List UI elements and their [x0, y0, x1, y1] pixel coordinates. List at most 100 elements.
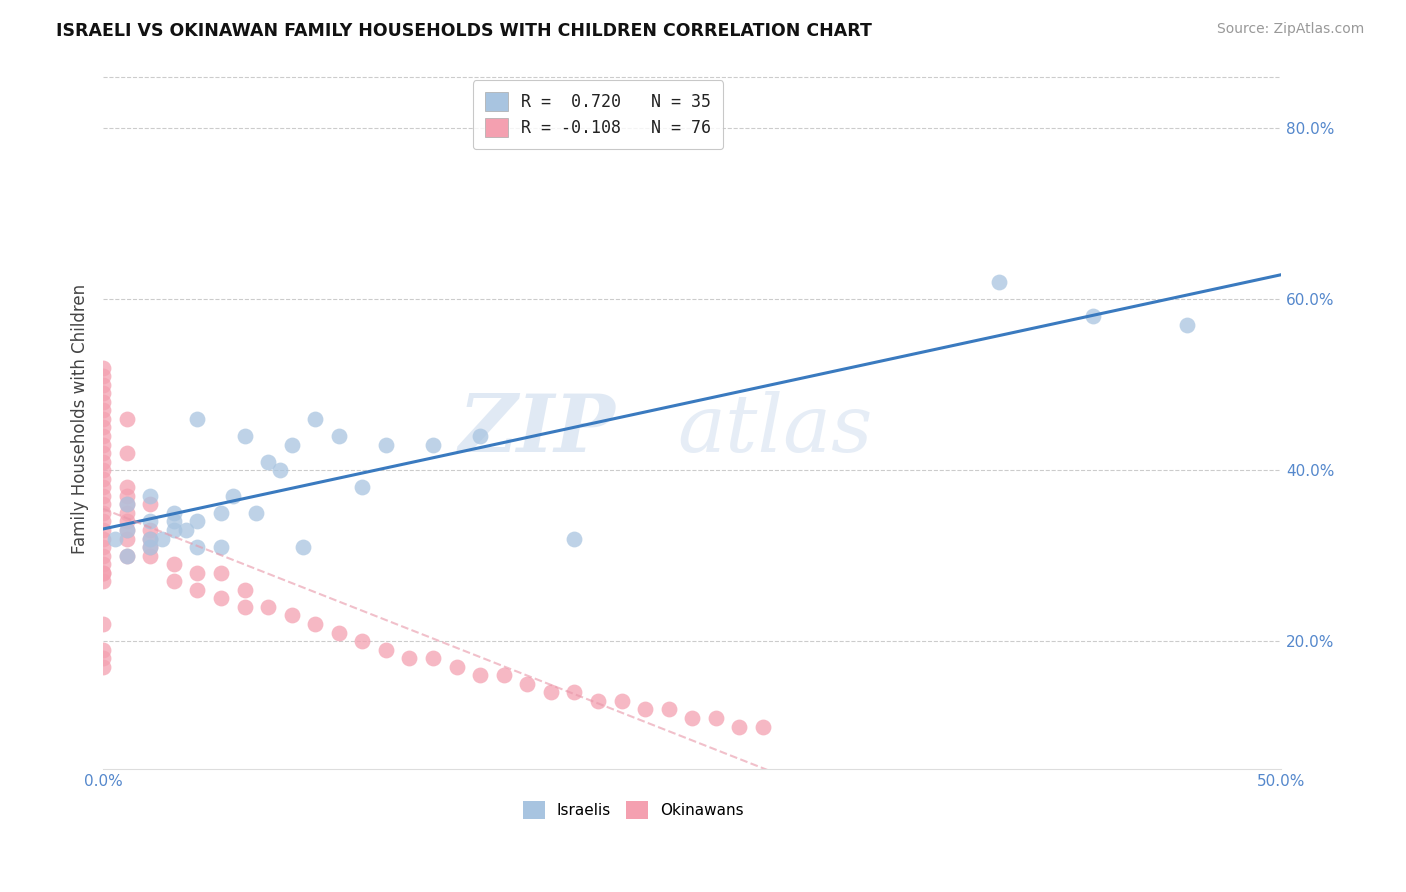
- Point: [163, 574, 186, 589]
- Point: [91, 412, 114, 426]
- Point: [91, 506, 114, 520]
- Point: [150, 532, 173, 546]
- Point: [610, 694, 633, 708]
- Point: [564, 685, 586, 699]
- Point: [115, 506, 138, 520]
- Point: [280, 437, 302, 451]
- Point: [139, 532, 162, 546]
- Point: [91, 420, 114, 434]
- Point: [91, 480, 114, 494]
- Point: [209, 591, 232, 606]
- Point: [91, 403, 114, 417]
- Point: [540, 685, 562, 699]
- Point: [257, 455, 280, 469]
- Point: [163, 506, 186, 520]
- Point: [91, 463, 114, 477]
- Point: [233, 429, 256, 443]
- Point: [398, 651, 420, 665]
- Point: [163, 523, 186, 537]
- Point: [91, 515, 114, 529]
- Point: [728, 720, 751, 734]
- Point: [115, 515, 138, 529]
- Y-axis label: Family Households with Children: Family Households with Children: [72, 284, 89, 554]
- Point: [115, 412, 138, 426]
- Point: [492, 668, 515, 682]
- Point: [104, 532, 127, 546]
- Point: [245, 506, 267, 520]
- Point: [91, 437, 114, 451]
- Point: [186, 412, 208, 426]
- Point: [91, 394, 114, 409]
- Point: [115, 549, 138, 563]
- Point: [115, 523, 138, 537]
- Point: [91, 455, 114, 469]
- Point: [139, 489, 162, 503]
- Point: [91, 497, 114, 511]
- Point: [374, 437, 396, 451]
- Point: [564, 532, 586, 546]
- Text: ZIP: ZIP: [458, 391, 616, 468]
- Point: [163, 558, 186, 572]
- Point: [704, 711, 727, 725]
- Point: [139, 540, 162, 554]
- Point: [91, 642, 114, 657]
- Point: [209, 566, 232, 580]
- Point: [374, 642, 396, 657]
- Point: [139, 515, 162, 529]
- Point: [91, 360, 114, 375]
- Point: [139, 549, 162, 563]
- Point: [470, 668, 492, 682]
- Point: [233, 599, 256, 614]
- Point: [233, 582, 256, 597]
- Point: [91, 558, 114, 572]
- Point: [352, 480, 374, 494]
- Point: [634, 702, 657, 716]
- Legend: Israelis, Okinawans: Israelis, Okinawans: [517, 795, 749, 825]
- Point: [91, 369, 114, 384]
- Point: [139, 532, 162, 546]
- Point: [115, 549, 138, 563]
- Point: [174, 523, 197, 537]
- Point: [91, 386, 114, 401]
- Text: Source: ZipAtlas.com: Source: ZipAtlas.com: [1216, 22, 1364, 37]
- Point: [115, 489, 138, 503]
- Point: [1175, 318, 1198, 332]
- Point: [292, 540, 315, 554]
- Point: [470, 429, 492, 443]
- Point: [91, 617, 114, 632]
- Point: [987, 275, 1010, 289]
- Point: [91, 377, 114, 392]
- Point: [91, 651, 114, 665]
- Point: [658, 702, 681, 716]
- Point: [115, 446, 138, 460]
- Point: [304, 617, 326, 632]
- Text: ISRAELI VS OKINAWAN FAMILY HOUSEHOLDS WITH CHILDREN CORRELATION CHART: ISRAELI VS OKINAWAN FAMILY HOUSEHOLDS WI…: [56, 22, 872, 40]
- Point: [516, 677, 538, 691]
- Text: atlas: atlas: [678, 391, 873, 468]
- Point: [91, 549, 114, 563]
- Point: [91, 446, 114, 460]
- Point: [91, 659, 114, 673]
- Point: [91, 566, 114, 580]
- Point: [280, 608, 302, 623]
- Point: [115, 523, 138, 537]
- Point: [352, 634, 374, 648]
- Point: [139, 497, 162, 511]
- Point: [91, 472, 114, 486]
- Point: [422, 437, 444, 451]
- Point: [209, 506, 232, 520]
- Point: [209, 540, 232, 554]
- Point: [139, 540, 162, 554]
- Point: [422, 651, 444, 665]
- Point: [328, 625, 350, 640]
- Point: [91, 574, 114, 589]
- Point: [91, 523, 114, 537]
- Point: [222, 489, 245, 503]
- Point: [91, 540, 114, 554]
- Point: [91, 429, 114, 443]
- Point: [1081, 310, 1104, 324]
- Point: [681, 711, 703, 725]
- Point: [115, 532, 138, 546]
- Point: [163, 515, 186, 529]
- Point: [257, 599, 280, 614]
